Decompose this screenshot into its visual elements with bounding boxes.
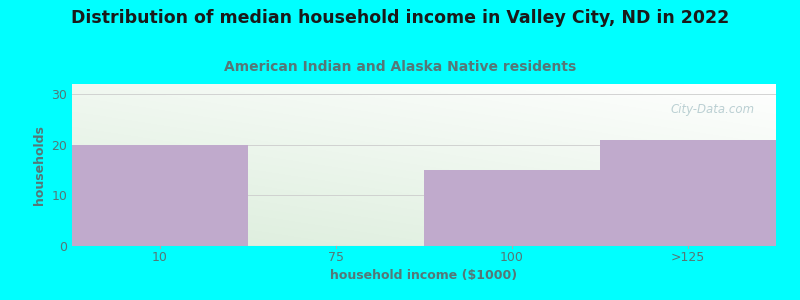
Text: City-Data.com: City-Data.com xyxy=(670,103,755,116)
Bar xyxy=(424,170,600,246)
Bar xyxy=(600,140,776,246)
Text: American Indian and Alaska Native residents: American Indian and Alaska Native reside… xyxy=(224,60,576,74)
X-axis label: household income ($1000): household income ($1000) xyxy=(330,269,518,282)
Y-axis label: households: households xyxy=(33,125,46,205)
Text: Distribution of median household income in Valley City, ND in 2022: Distribution of median household income … xyxy=(71,9,729,27)
Bar xyxy=(72,145,248,246)
